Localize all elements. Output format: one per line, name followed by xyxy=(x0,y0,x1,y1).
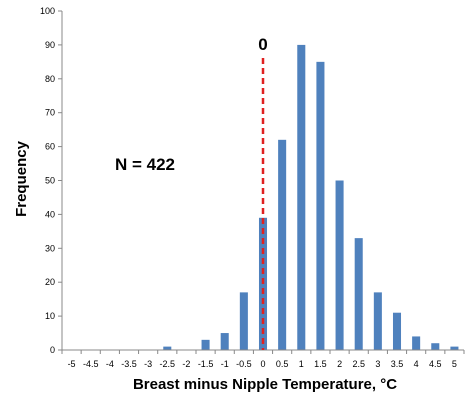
bar xyxy=(392,312,402,350)
y-tick-label: 10 xyxy=(45,311,55,321)
bar xyxy=(278,139,287,350)
y-tick-label: 90 xyxy=(45,40,55,50)
x-tick-label: -3.5 xyxy=(121,359,137,369)
bar xyxy=(412,336,421,350)
x-tick-label: 2.5 xyxy=(352,359,365,369)
x-tick-label: 4.5 xyxy=(429,359,442,369)
x-tick-label: -0.5 xyxy=(236,359,252,369)
bar xyxy=(220,333,229,350)
bar xyxy=(431,343,440,350)
sample-size-annotation: N = 422 xyxy=(115,155,175,174)
x-tick-label: 1 xyxy=(299,359,304,369)
x-tick-label: -4.5 xyxy=(83,359,99,369)
x-tick-label: 5 xyxy=(452,359,457,369)
x-tick-label: -2.5 xyxy=(160,359,176,369)
y-tick-label: 70 xyxy=(45,108,55,118)
bar xyxy=(297,44,306,351)
y-tick-label: 20 xyxy=(45,277,55,287)
bar xyxy=(163,346,172,350)
x-tick-label: 3 xyxy=(375,359,380,369)
bar xyxy=(239,292,248,350)
bar xyxy=(450,346,459,350)
x-tick-label: -3 xyxy=(144,359,152,369)
y-tick-label: 0 xyxy=(50,345,55,355)
bar xyxy=(201,339,210,350)
x-tick-label: 3.5 xyxy=(391,359,404,369)
x-axis-ticks: -5 -4.5 -4 -3.5 -3 -2.5 -2 -1.5 -1 -0.5 0 0.5 1 1.5 2 2… xyxy=(61,350,465,369)
bar xyxy=(335,180,344,350)
x-tick-label: 0.5 xyxy=(276,359,289,369)
y-axis-title: Frequency xyxy=(13,140,30,217)
y-tick-label: 50 xyxy=(45,176,55,186)
x-tick-label: 0 xyxy=(260,359,265,369)
x-tick-label: -1.5 xyxy=(198,359,214,369)
x-tick-label: -4 xyxy=(106,359,114,369)
x-axis-title: Breast minus Nipple Temperature, °C xyxy=(133,376,397,393)
y-tick-label: 80 xyxy=(45,74,55,84)
x-tick-label: -2 xyxy=(182,359,190,369)
y-tick-label: 30 xyxy=(45,243,55,253)
bar xyxy=(316,61,325,350)
bar xyxy=(354,238,363,350)
y-tick-label: 60 xyxy=(45,142,55,152)
x-tick-label: 4 xyxy=(414,359,419,369)
x-tick-label: 1.5 xyxy=(314,359,327,369)
bars xyxy=(163,44,459,351)
y-tick-label: 100 xyxy=(40,6,55,16)
bar xyxy=(373,292,382,350)
zero-reference-label: 0 xyxy=(258,35,267,54)
y-axis-ticks: 0 10 20 30 40 50 60 70 80 90 100 xyxy=(40,6,62,355)
y-tick-label: 40 xyxy=(45,209,55,219)
x-tick-label: 2 xyxy=(337,359,342,369)
x-tick-label: -5 xyxy=(68,359,76,369)
x-tick-label: -1 xyxy=(221,359,229,369)
